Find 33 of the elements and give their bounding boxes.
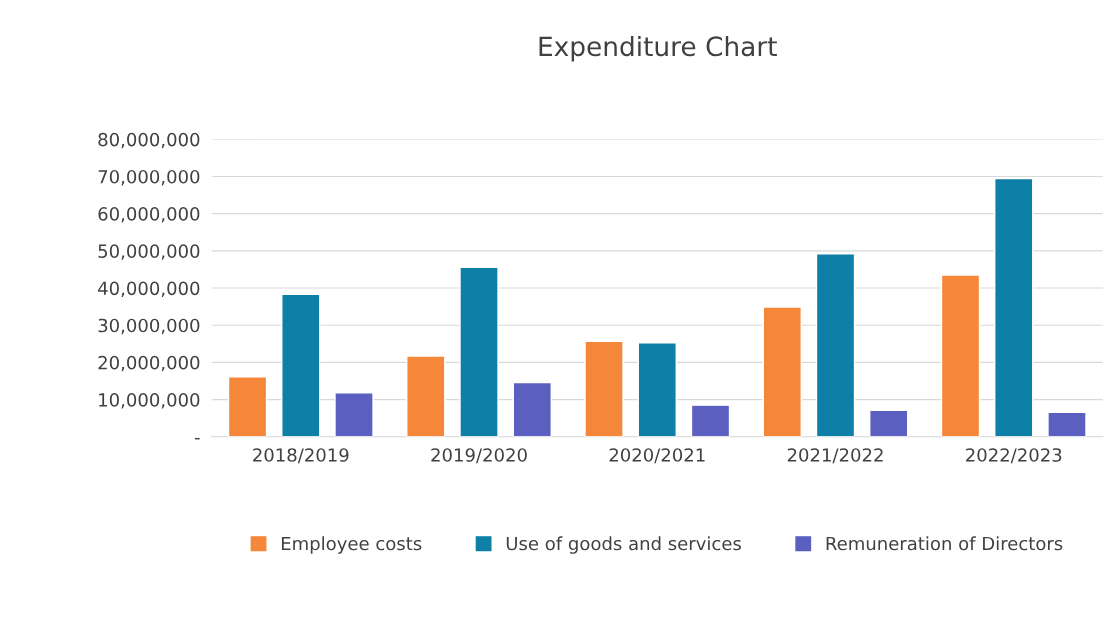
y-tick-label: 40,000,000 bbox=[98, 281, 200, 297]
y-tick-label: 50,000,000 bbox=[98, 244, 200, 260]
bar bbox=[281, 293, 321, 437]
x-tick-label: 2022/2023 bbox=[966, 448, 1062, 464]
y-tick-label: 10,000,000 bbox=[99, 393, 200, 409]
bar bbox=[334, 392, 374, 437]
bar bbox=[1047, 411, 1087, 437]
bar bbox=[584, 340, 624, 437]
legend-label: Use of goods and services bbox=[506, 536, 741, 554]
y-tick-label: 70,000,000 bbox=[98, 169, 200, 186]
x-tick-label: 2019/2020 bbox=[431, 448, 527, 464]
y-tick-label: 60,000,000 bbox=[98, 207, 200, 223]
bar bbox=[994, 177, 1034, 437]
bar bbox=[815, 253, 856, 437]
y-tick-label: 30,000,000 bbox=[98, 318, 200, 335]
bar bbox=[762, 306, 802, 437]
x-tick-label: 2021/2022 bbox=[787, 448, 883, 464]
chart-title: Expenditure Chart bbox=[539, 35, 777, 62]
bar bbox=[459, 266, 499, 437]
y-tick-label: 80,000,000 bbox=[98, 132, 200, 149]
bar bbox=[869, 409, 909, 437]
y-tick-label: 20,000,000 bbox=[98, 355, 200, 372]
y-tick-label: - bbox=[194, 437, 200, 440]
bar bbox=[690, 404, 731, 437]
bar bbox=[406, 355, 446, 437]
bar bbox=[512, 381, 552, 437]
legend-label: Remuneration of Directors bbox=[826, 536, 1063, 551]
legend-label: Employee costs bbox=[281, 536, 422, 554]
x-tick-label: 2018/2019 bbox=[253, 448, 349, 464]
x-tick-label: 2020/2021 bbox=[609, 448, 705, 464]
bar bbox=[637, 341, 677, 437]
bar bbox=[227, 376, 268, 437]
bar bbox=[940, 274, 981, 437]
